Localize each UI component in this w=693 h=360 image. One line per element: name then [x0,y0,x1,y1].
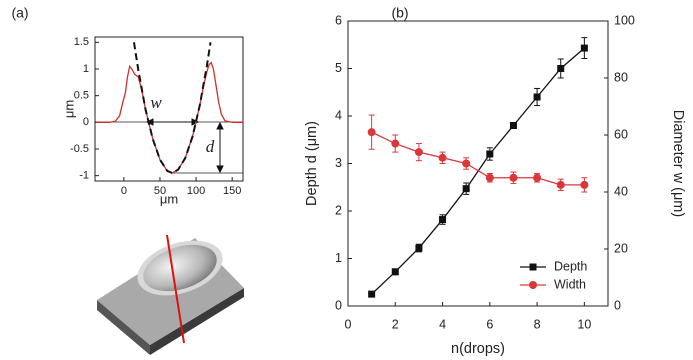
data-point [368,291,375,298]
x-tick-label: 100 [187,185,205,197]
data-point [486,174,494,182]
legend-marker [530,264,537,271]
x-tick-label: 0 [345,317,352,331]
y-tick-label: -1 [79,170,89,182]
legend-marker [529,281,537,289]
x-tick-label: 8 [534,317,541,331]
annotation: w [150,93,162,112]
legend-label: Width [554,277,586,291]
legend-label: Depth [554,259,587,273]
data-point [486,151,493,158]
surface-render [97,231,244,355]
series-line [96,63,243,173]
data-point [533,174,541,182]
annotation: d [206,137,215,156]
data-point [462,160,470,168]
y-tick-label: 1 [83,63,89,75]
y-axis-label: Depth d (μm) [304,121,320,206]
data-point [581,45,588,52]
y-tick-label: 4 [335,108,342,122]
y-tick-label: 0 [335,298,342,312]
data-point [509,174,517,182]
y2-tick-label: 60 [614,127,628,141]
y-tick-label: 0.5 [74,90,89,102]
y2-axis-label: Diameter w (μm) [670,110,686,217]
y-tick-label: 1.5 [74,36,89,48]
data-point [439,216,446,223]
y2-tick-label: 0 [614,298,621,312]
x-axis-label: n(drops) [451,341,505,357]
y2-tick-label: 20 [614,241,628,255]
y-tick-label: 3 [335,156,342,170]
data-point [391,140,399,148]
y-tick-label: 6 [335,13,342,27]
y-axis-label: μm [61,100,76,118]
x-tick-label: 2 [392,317,399,331]
x-tick-label: 10 [577,317,591,331]
data-point [415,245,422,252]
series-line [134,42,211,173]
data-point [415,148,423,156]
x-tick-label: 4 [439,317,446,331]
y2-tick-label: 80 [614,70,628,84]
series-line [372,132,585,185]
y-tick-label: 5 [335,61,342,75]
y-tick-label: -0.5 [70,143,89,155]
panel-label: (a) [11,5,28,21]
data-point [557,181,565,189]
panel-label: (b) [391,5,408,21]
data-point [463,185,470,192]
y2-tick-label: 40 [614,184,628,198]
data-point [580,181,588,189]
data-point [557,65,564,72]
y-tick-label: 0 [83,116,89,128]
y-tick-label: 1 [335,251,342,265]
y-tick-label: 2 [335,203,342,217]
data-point [439,154,447,162]
x-tick-label: 150 [223,185,241,197]
y2-tick-label: 100 [614,13,635,27]
data-point [368,128,376,136]
data-point [510,122,517,129]
figure: (a)050100150-1-0.500.511.5μmμmwd(b)02468… [0,0,693,360]
data-point [534,94,541,101]
data-point [392,268,399,275]
x-tick-label: 6 [486,317,493,331]
x-tick-label: 0 [121,185,127,197]
x-axis-label: μm [160,191,178,206]
